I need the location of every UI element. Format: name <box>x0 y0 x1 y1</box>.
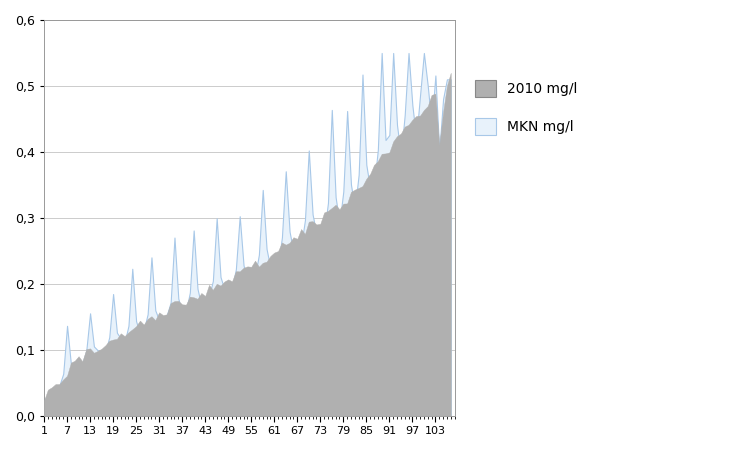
Legend: 2010 mg/l, MKN mg/l: 2010 mg/l, MKN mg/l <box>470 74 583 140</box>
